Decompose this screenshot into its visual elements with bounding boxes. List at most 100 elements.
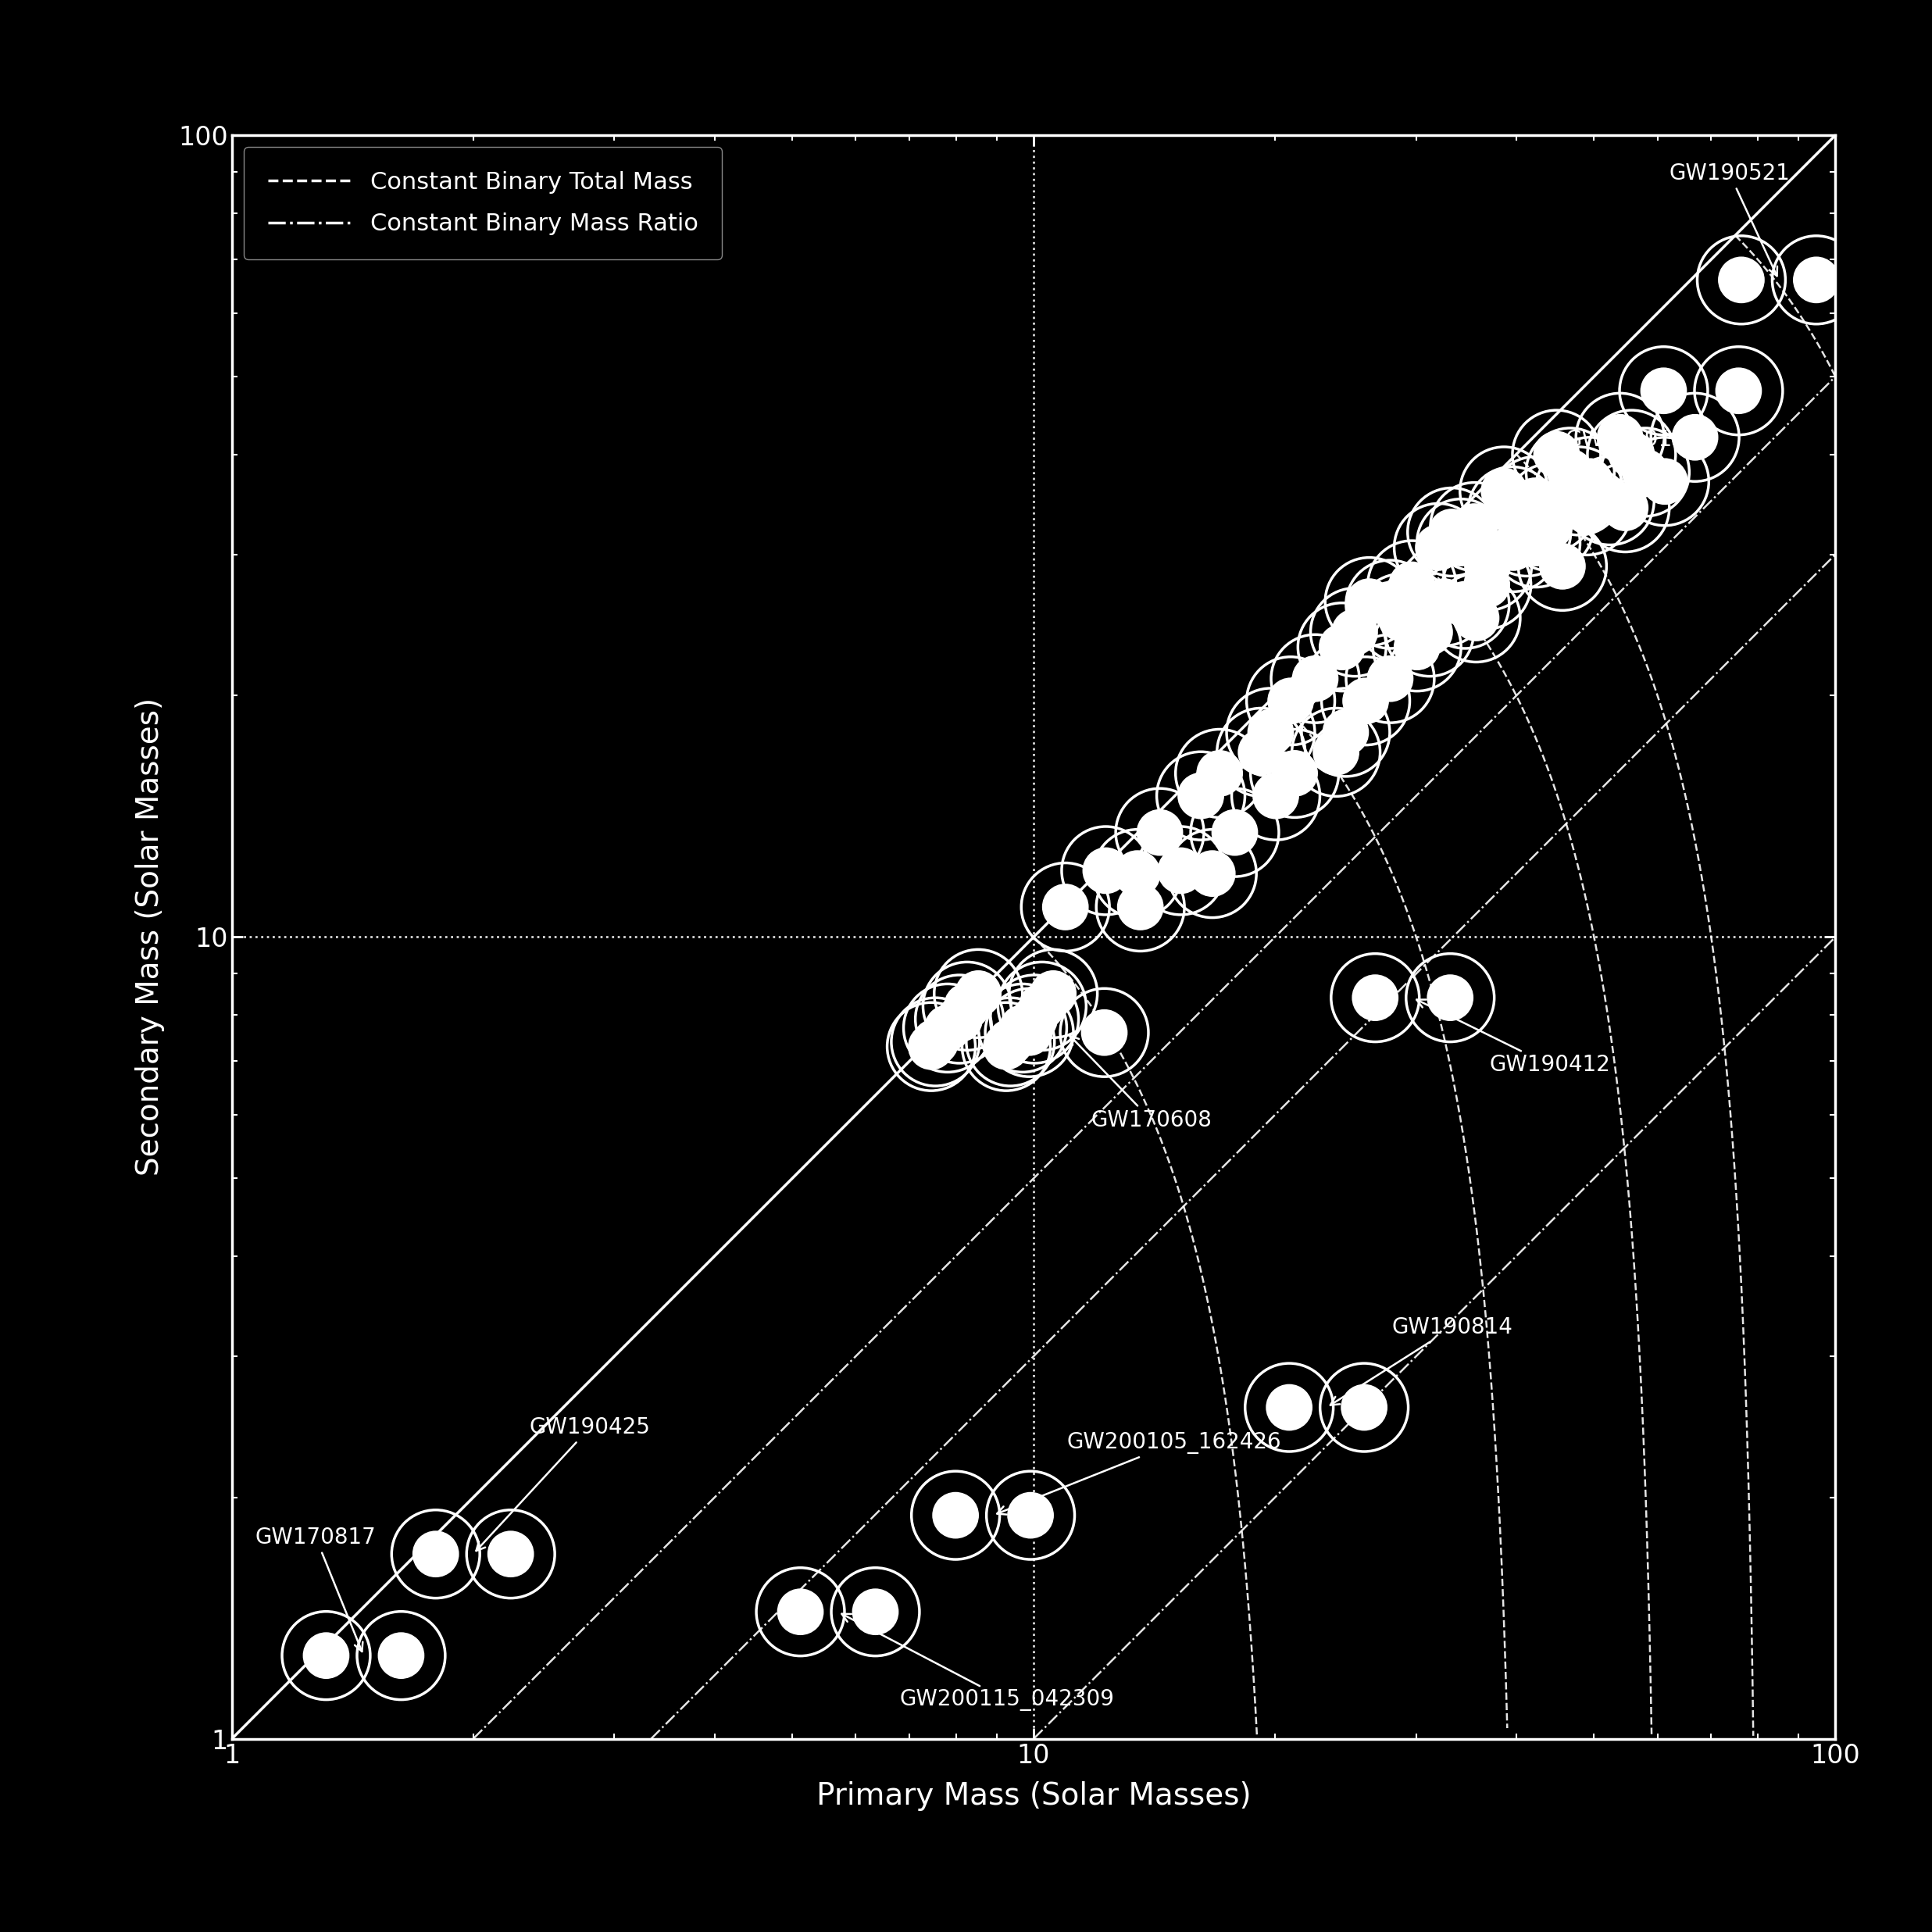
Point (1204, 757, 1235, 788)
Point (1631, 456, 1662, 487)
Point (1650, 466, 1681, 497)
Point (1122, 858, 1153, 889)
Point (1430, 585, 1461, 616)
Legend: Constant Binary Total Mass, Constant Binary Mass Ratio: Constant Binary Total Mass, Constant Bin… (243, 147, 723, 259)
Point (1349, 1391, 1379, 1422)
Point (1575, 466, 1605, 497)
Point (1273, 1391, 1304, 1422)
Point (1648, 375, 1679, 406)
Point (1461, 603, 1492, 634)
Point (386, 1640, 417, 1671)
Point (1472, 570, 1503, 601)
Point (1449, 589, 1480, 620)
Point (941, 1499, 972, 1530)
Point (995, 1026, 1026, 1057)
Point (1445, 527, 1476, 558)
Point (386, 1640, 417, 1671)
Point (1124, 891, 1155, 922)
Point (1548, 551, 1578, 582)
Point (1679, 421, 1710, 452)
Point (1397, 570, 1428, 601)
Point (916, 1032, 947, 1063)
Point (1497, 495, 1528, 526)
Point (1609, 493, 1640, 524)
Point (1321, 736, 1352, 767)
Point (931, 1012, 962, 1043)
Point (1049, 891, 1080, 922)
Point (1801, 265, 1832, 296)
Point (991, 1032, 1022, 1063)
Point (1534, 493, 1565, 524)
Point (1497, 531, 1528, 562)
Point (995, 1026, 1026, 1057)
Point (1497, 531, 1528, 562)
Point (1497, 495, 1528, 526)
Point (1723, 375, 1754, 406)
Point (1534, 512, 1565, 543)
Point (1037, 978, 1068, 1009)
Point (1435, 981, 1466, 1012)
Point (1563, 475, 1594, 506)
Point (1401, 632, 1432, 663)
Point (1449, 589, 1480, 620)
Point (1472, 570, 1503, 601)
Point (1385, 603, 1416, 634)
Point (1615, 439, 1646, 469)
Point (495, 1538, 526, 1569)
Point (495, 1538, 526, 1569)
Point (1472, 551, 1503, 582)
Point (962, 978, 993, 1009)
Point (1246, 736, 1277, 767)
Point (1260, 781, 1291, 811)
Point (1397, 570, 1428, 601)
Point (1520, 527, 1551, 558)
Point (1605, 421, 1636, 452)
Point (1430, 585, 1461, 616)
Point (1349, 1391, 1379, 1422)
Point (1542, 439, 1573, 469)
Point (1350, 686, 1381, 717)
Point (1007, 1012, 1037, 1043)
Point (1571, 495, 1602, 526)
Point (1575, 466, 1605, 497)
Point (1520, 485, 1551, 516)
Point (945, 1003, 976, 1034)
Point (1511, 516, 1542, 547)
Point (1037, 978, 1068, 1009)
Point (1090, 1016, 1121, 1047)
Point (1219, 817, 1250, 848)
Point (1321, 736, 1352, 767)
Point (1555, 456, 1586, 487)
Point (784, 1596, 815, 1627)
Point (962, 978, 993, 1009)
Point (1650, 466, 1681, 497)
Point (1327, 632, 1358, 663)
Point (1246, 736, 1277, 767)
Point (1090, 1016, 1121, 1047)
Point (1219, 817, 1250, 848)
Point (1279, 757, 1310, 788)
Point (1401, 632, 1432, 663)
Point (1124, 891, 1155, 922)
Point (784, 1596, 815, 1627)
Point (1144, 817, 1175, 848)
Point (1279, 757, 1310, 788)
Point (920, 1026, 951, 1057)
Point (1014, 1499, 1045, 1530)
Point (1007, 1012, 1037, 1043)
Point (1435, 516, 1466, 547)
Point (1090, 856, 1121, 887)
Point (952, 991, 983, 1022)
Point (1354, 585, 1385, 616)
X-axis label: Primary Mass (Solar Masses): Primary Mass (Solar Masses) (815, 1781, 1252, 1810)
Text: GW190521: GW190521 (1669, 162, 1789, 276)
Point (952, 991, 983, 1022)
Point (1609, 493, 1640, 524)
Point (1511, 516, 1542, 547)
Point (1014, 1499, 1045, 1530)
Point (311, 1640, 342, 1671)
Point (1090, 856, 1121, 887)
Point (916, 1032, 947, 1063)
Text: GW190814: GW190814 (1331, 1316, 1513, 1405)
Point (1049, 891, 1080, 922)
